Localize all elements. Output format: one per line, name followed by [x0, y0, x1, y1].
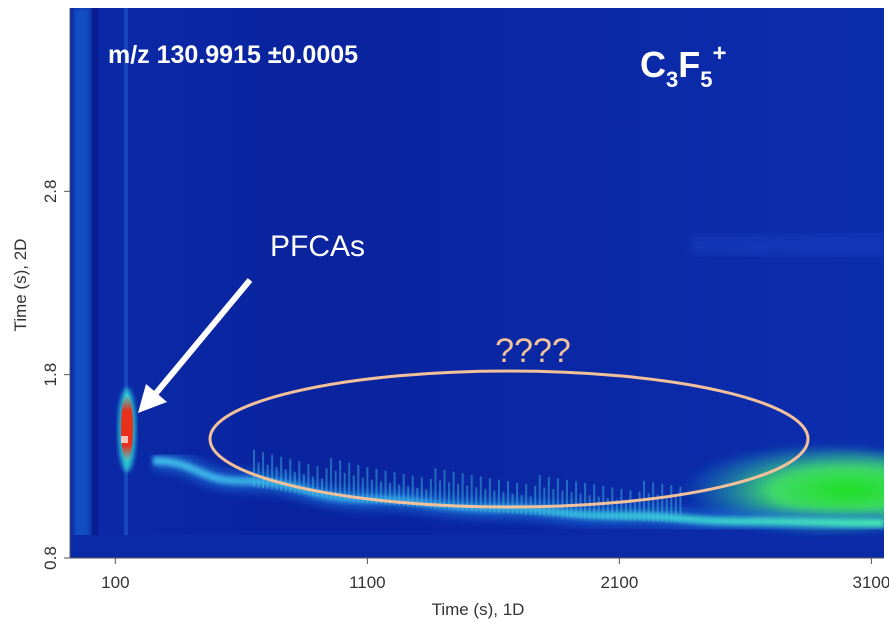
ridge-streaks [252, 449, 682, 523]
pfcas-hotspot [118, 388, 136, 472]
formula-sup-plus: + [713, 40, 727, 67]
y-tick-label: 1.8 [41, 363, 60, 387]
pfcas-label: PFCAs [270, 230, 365, 263]
column-streak-left [74, 8, 90, 558]
upper-band [690, 235, 884, 255]
x-axis-label: Time (s), 1D [432, 600, 525, 619]
pfcas-arrow [138, 278, 253, 413]
column-streak-mid [124, 8, 128, 558]
formula-sub-3: 3 [666, 67, 678, 92]
formula-c: C [640, 44, 666, 85]
x-tick-label: 1100 [349, 573, 386, 592]
unknown-region-ellipse [208, 369, 810, 509]
formula-f: F [678, 44, 700, 85]
y-tick-label: 0.8 [41, 546, 60, 570]
formula-sub-5: 5 [700, 67, 712, 92]
x-tick-label: 100 [101, 573, 129, 592]
ion-formula: C3F5+ [640, 40, 727, 92]
x-axis-ticks: 100 1100 2100 3100 [101, 558, 889, 592]
ridge-line [153, 456, 884, 528]
column-streak-dark [92, 8, 98, 558]
x-tick-label: 3100 [852, 573, 889, 592]
y-axis-label: Time (s), 2D [11, 239, 30, 332]
baseline-band [70, 535, 884, 558]
unknown-label: ???? [495, 332, 571, 370]
x-tick-label: 2100 [600, 573, 638, 592]
mz-annotation: m/z 130.9915 ±0.0005 [108, 41, 358, 69]
y-tick-label: 2.8 [41, 180, 60, 204]
y-axis-ticks: 0.8 1.8 2.8 [41, 180, 70, 570]
